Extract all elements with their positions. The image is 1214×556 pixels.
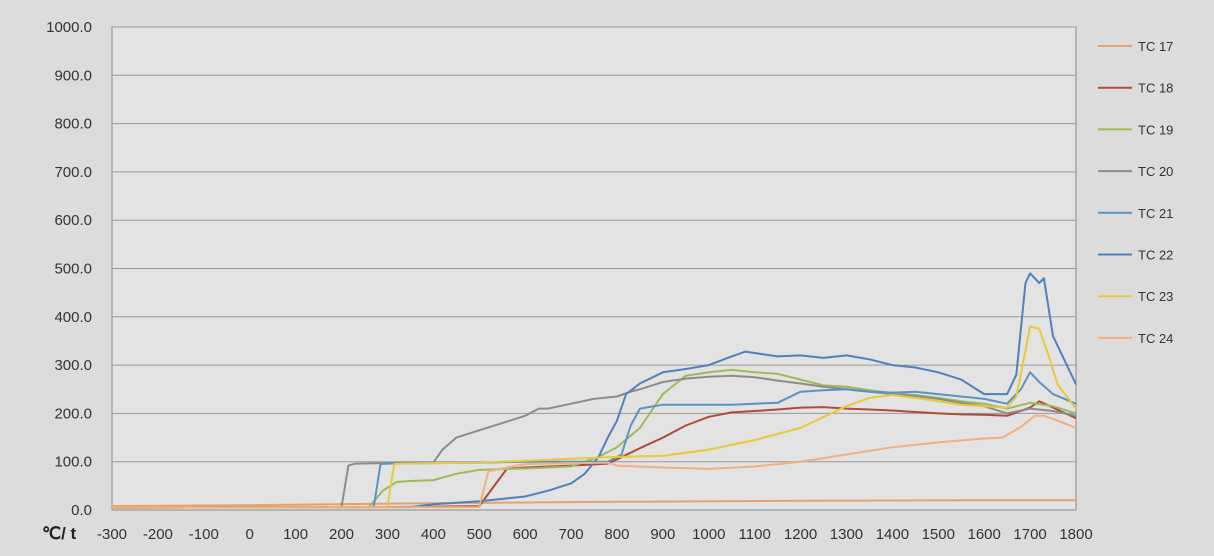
legend-label: TC 20 <box>1138 164 1173 179</box>
x-tick-label: 1400 <box>876 526 909 543</box>
y-tick-label: 1000.0 <box>46 19 92 36</box>
legend-item: TC 18 <box>1098 81 1173 96</box>
x-tick-label: 100 <box>283 526 308 543</box>
series-line-tc17 <box>111 499 1076 508</box>
x-tick-label: 1200 <box>784 526 817 543</box>
y-tick-label: 400.0 <box>54 309 92 326</box>
gridlines <box>112 26 1076 463</box>
y-tick-label: 0.0 <box>71 502 92 519</box>
x-tick-label: 200 <box>329 526 354 543</box>
x-tick-label: 700 <box>559 526 584 543</box>
legend-item: TC 17 <box>1098 39 1173 54</box>
y-tick-label: 300.0 <box>54 357 92 374</box>
series-line-tc24 <box>111 414 1077 509</box>
y-tick-label: 900.0 <box>54 67 92 84</box>
x-tick-label: 400 <box>421 526 446 543</box>
legend: TC 17 TC 18 TC 19 TC 20 TC 21 TC 22 TC 23 TC 24 <box>1098 39 1173 346</box>
series-line-tc22 <box>111 272 1077 509</box>
x-tick-label: 1100 <box>739 526 771 543</box>
x-tick-label: 1700 <box>1013 526 1046 543</box>
legend-label: TC 21 <box>1138 206 1173 221</box>
series-line-tc19 <box>111 368 1077 509</box>
legend-label: TC 19 <box>1138 122 1173 137</box>
x-tick-label: 300 <box>375 526 400 543</box>
x-tick-label: 600 <box>513 526 538 543</box>
legend-item: TC 24 <box>1098 331 1173 346</box>
x-tick-label: -300 <box>97 526 127 543</box>
x-tick-label: 1300 <box>830 526 863 543</box>
y-tick-label: 200.0 <box>54 405 92 422</box>
legend-item: TC 20 <box>1098 164 1173 179</box>
series-line-tc23 <box>111 325 1077 509</box>
legend-label: TC 18 <box>1138 81 1173 96</box>
y-axis-ticks: 0.0 100.0 200.0 300.0 400.0 500.0 600.0 700.0 80… <box>46 19 92 519</box>
x-axis-ticks: -300 -200 -100 0 100 200 300 400 500 600 700 800 900… <box>97 526 1093 543</box>
legend-label: TC 22 <box>1138 248 1173 263</box>
legend-label: TC 23 <box>1138 289 1173 304</box>
series-line-tc20 <box>111 374 1077 509</box>
y-tick-label: 500.0 <box>54 261 92 278</box>
legend-label: TC 24 <box>1138 331 1173 346</box>
legend-item: TC 19 <box>1098 122 1173 137</box>
x-tick-label: 1800 <box>1059 526 1092 543</box>
y-tick-label: 100.0 <box>54 454 92 471</box>
x-tick-label: 900 <box>650 526 675 543</box>
legend-item: TC 21 <box>1098 206 1173 221</box>
x-tick-label: -200 <box>143 526 173 543</box>
x-tick-label: 0 <box>246 526 254 543</box>
x-tick-label: 1600 <box>968 526 1001 543</box>
x-axis-title: ℃/ t <box>42 524 77 543</box>
y-tick-label: 800.0 <box>54 116 92 133</box>
legend-item: TC 22 <box>1098 248 1173 263</box>
legend-label: TC 17 <box>1138 39 1173 54</box>
x-tick-label: -100 <box>189 526 219 543</box>
legend-item: TC 23 <box>1098 289 1173 304</box>
x-tick-label: 1000 <box>692 526 725 543</box>
x-tick-label: 1500 <box>922 526 955 543</box>
y-tick-label: 700.0 <box>54 164 92 181</box>
x-tick-label: 800 <box>604 526 629 543</box>
x-tick-label: 500 <box>467 526 492 543</box>
series-layer <box>111 272 1077 509</box>
y-tick-label: 600.0 <box>54 212 92 229</box>
